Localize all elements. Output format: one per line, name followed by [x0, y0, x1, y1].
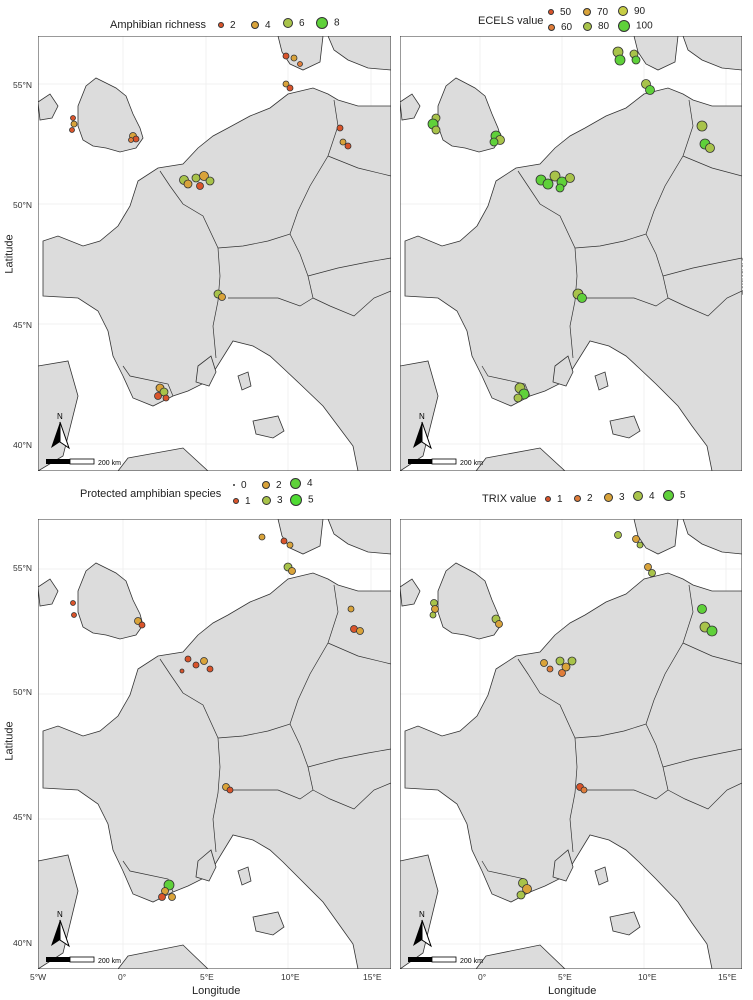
y-tick-label: 50°N — [13, 687, 32, 697]
legend-item: 1 — [545, 494, 563, 505]
y-tick-label: 45°N — [13, 320, 32, 330]
legend-symbol — [251, 21, 259, 30]
scale-bar: 200 km — [46, 956, 121, 965]
legend-symbol — [290, 494, 302, 506]
legend-item: 1 — [233, 496, 251, 507]
x-tick-label: 0° — [478, 972, 487, 982]
legend-item: 70 — [583, 7, 608, 18]
x-tick-label: 5°E — [200, 972, 214, 982]
site-points — [427, 46, 715, 403]
scale-bar-label: 200 km — [98, 958, 121, 965]
x-tick-label: 5°W — [30, 972, 47, 982]
legend-symbol — [583, 21, 592, 31]
site-points — [69, 52, 352, 402]
x-tick-label: 15°E — [718, 972, 737, 982]
legend-symbol — [618, 6, 628, 17]
legend-symbol — [604, 492, 613, 502]
legend-symbol — [233, 498, 239, 505]
country-borders — [122, 584, 391, 893]
north-arrow: N — [413, 412, 432, 450]
legend-symbol — [290, 478, 301, 489]
map-panel: 200 km N — [400, 519, 742, 969]
north-arrow-label: N — [57, 910, 63, 919]
y-tick-label: 55°N — [13, 80, 32, 90]
legend-item: 6 — [283, 18, 305, 29]
legend-symbol — [583, 8, 591, 17]
legend-item: 2 — [218, 20, 236, 31]
legend-item: 80 — [583, 21, 609, 32]
legend-title: Amphibian richness — [110, 19, 206, 31]
site-points — [429, 531, 718, 900]
north-arrow: N — [51, 910, 70, 948]
scale-bar: 200 km — [46, 458, 121, 467]
scale-bar-label: 200 km — [98, 460, 121, 467]
legend-symbol — [633, 491, 643, 502]
land-europe — [400, 519, 742, 969]
legend-item: 4 — [290, 478, 313, 489]
legend-symbol — [218, 22, 224, 29]
map-panel: 200 km N — [38, 519, 391, 969]
north-arrow: N — [51, 412, 70, 450]
legend-item: 2 — [574, 493, 593, 504]
scale-bar-label: 200 km — [460, 460, 483, 467]
y-tick-label: 40°N — [13, 938, 32, 948]
scale-bar: 200 km — [408, 956, 483, 965]
x-axis-label: Longitude — [192, 985, 241, 997]
legend-symbol — [548, 23, 555, 31]
legend-title: Protected amphibian species — [80, 488, 222, 500]
x-axis-label: Longitude — [548, 985, 597, 997]
legend-symbol — [233, 484, 235, 487]
x-tick-label: 10°E — [638, 972, 657, 982]
x-tick-label: 5°E — [558, 972, 572, 982]
y-tick-label: 40°N — [13, 440, 32, 450]
legend-item: 100 — [618, 20, 653, 32]
legend-item: 0 — [233, 480, 247, 491]
y-axis-label: Latitude — [3, 721, 16, 761]
y-tick-label: 45°N — [13, 812, 32, 822]
land-europe — [400, 36, 742, 471]
legend-title: ECELS value — [478, 15, 544, 27]
north-arrow-label: N — [419, 412, 425, 421]
legend-symbol — [574, 494, 581, 502]
north-arrow-label: N — [57, 412, 63, 421]
country-borders — [481, 99, 742, 397]
site-points — [70, 533, 364, 901]
legend-item: 3 — [604, 492, 625, 503]
y-tick-label: 55°N — [13, 563, 32, 573]
north-arrow: N — [413, 910, 432, 948]
x-tick-label: 10°E — [281, 972, 300, 982]
legend-symbol — [548, 9, 554, 16]
legend-symbol — [545, 496, 551, 503]
north-arrow-label: N — [419, 910, 425, 919]
scale-bar: 200 km — [408, 458, 483, 467]
legend-item: 5 — [663, 490, 686, 501]
y-tick-label: 50°N — [13, 200, 32, 210]
legend-symbol — [663, 490, 674, 501]
legend-item: 8 — [316, 17, 340, 29]
map-panel: 200 km N — [400, 36, 742, 471]
legend-item: 60 — [548, 22, 572, 33]
legend-item: 90 — [618, 6, 645, 17]
map-panel: 200 km N — [38, 36, 391, 471]
scale-bar-label: 200 km — [460, 958, 483, 965]
x-tick-label: 0° — [118, 972, 127, 982]
legend-item: 3 — [262, 495, 283, 506]
legend-symbol — [618, 20, 630, 32]
legend-item: 2 — [262, 480, 282, 491]
legend-item: 4 — [633, 491, 655, 502]
legend-symbol — [262, 481, 270, 490]
legend-item: 5 — [290, 494, 314, 506]
land-europe — [38, 519, 391, 969]
x-tick-label: 15°E — [363, 972, 382, 982]
legend-item: 50 — [548, 7, 571, 18]
legend-symbol — [316, 17, 328, 29]
country-borders — [122, 99, 391, 397]
legend-symbol — [262, 495, 271, 505]
legend-title: TRIX value — [482, 493, 537, 505]
legend-item: 4 — [251, 20, 271, 31]
legend-symbol — [283, 18, 293, 29]
land-europe — [38, 36, 391, 471]
y-axis-label: Latitude — [3, 234, 16, 274]
